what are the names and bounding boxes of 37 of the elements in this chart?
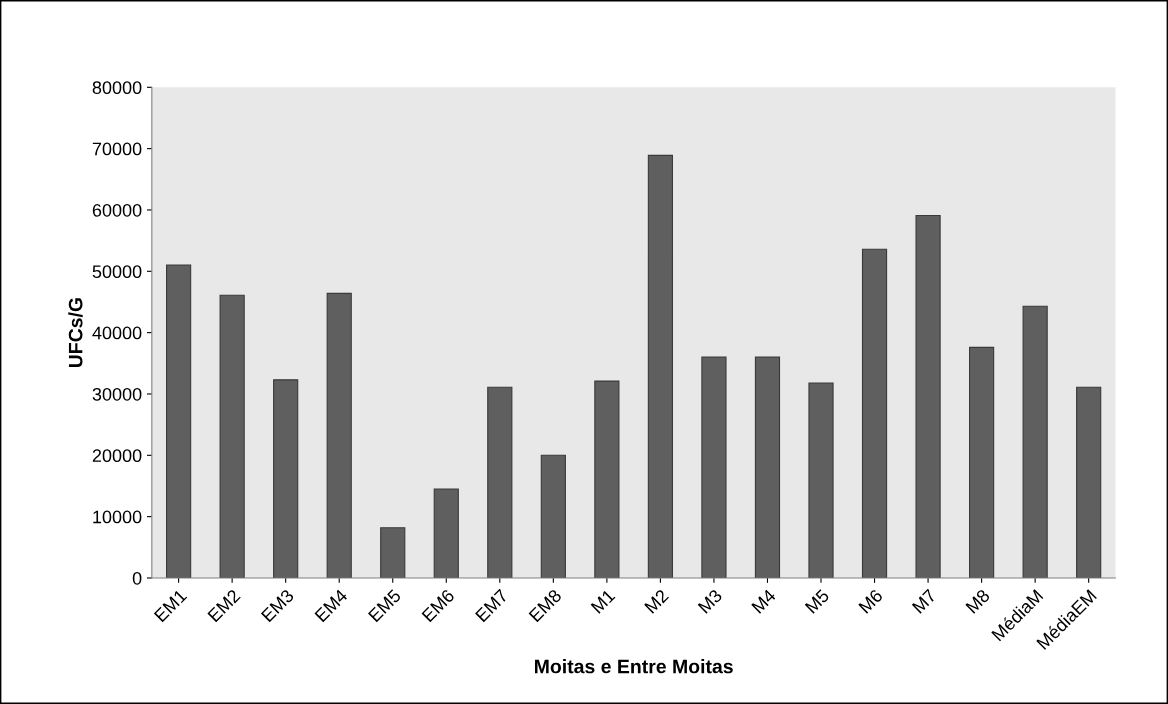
y-tick-label: 50000	[92, 265, 142, 279]
y-tick-label: 0	[132, 571, 142, 585]
x-tick-label: M4	[751, 588, 777, 614]
bar	[861, 248, 888, 578]
bar	[166, 264, 192, 578]
x-tick-label: M5	[804, 588, 830, 614]
bar	[969, 346, 995, 578]
bar	[540, 454, 566, 578]
bar	[1022, 305, 1048, 578]
x-tick-label: M1	[590, 588, 616, 614]
y-axis-title: UFCs/G	[68, 298, 83, 368]
x-tick-label: M3	[697, 588, 723, 614]
y-tick-label: 20000	[92, 449, 142, 463]
bar	[326, 292, 352, 578]
bar	[273, 379, 299, 578]
y-tick-label: 60000	[92, 203, 142, 217]
y-tick-label: 30000	[92, 387, 142, 401]
x-tick-label: M7	[911, 588, 937, 614]
bar	[808, 382, 834, 578]
y-tick-label: 80000	[92, 81, 142, 95]
bar	[487, 386, 513, 578]
bar	[647, 154, 674, 578]
y-tick-label: 10000	[93, 510, 142, 524]
bar	[219, 294, 245, 578]
y-tick-label: 70000	[92, 142, 142, 156]
x-tick-label: M6	[858, 588, 884, 614]
y-tick-label: 40000	[92, 326, 142, 340]
bar	[701, 356, 727, 578]
bar	[594, 380, 620, 578]
bar	[1076, 386, 1102, 578]
x-tick-label: M8	[965, 588, 991, 614]
bar	[433, 488, 459, 578]
bar	[915, 214, 941, 578]
x-axis-title: Moitas e Entre Moitas	[535, 659, 733, 674]
bar	[754, 356, 781, 578]
bar	[380, 527, 406, 578]
x-tick-label: M2	[644, 588, 670, 614]
